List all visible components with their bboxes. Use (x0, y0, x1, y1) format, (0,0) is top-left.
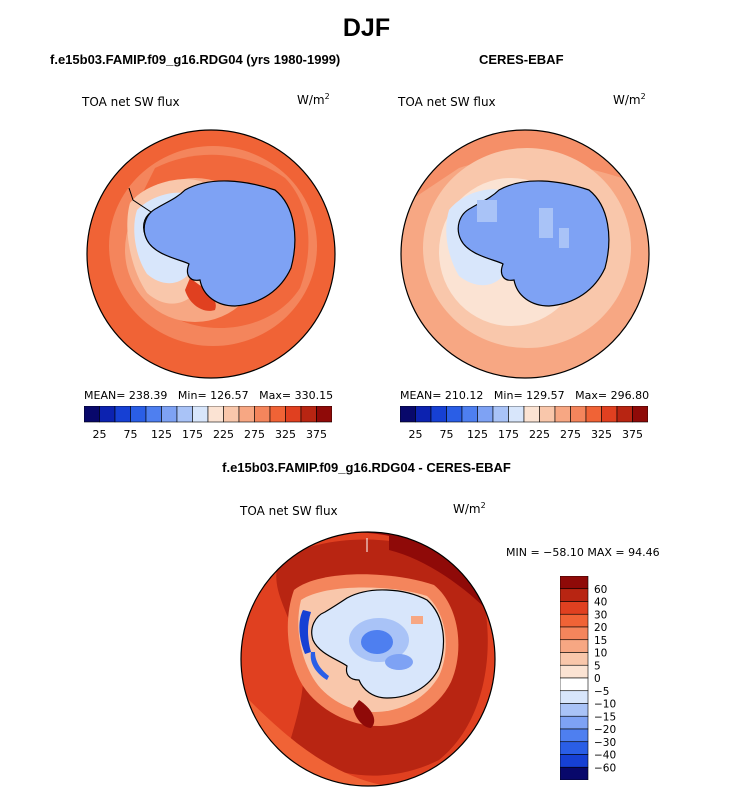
colorbar-tick-label: −5 (594, 686, 609, 698)
colorbar-swatch (560, 601, 589, 615)
colorbar-swatch (269, 406, 286, 423)
panel-3-variable: TOA net SW flux (240, 504, 338, 518)
colorbar-swatch (254, 406, 271, 423)
colorbar-swatch (400, 406, 416, 423)
colorbar-swatch (316, 406, 332, 423)
colorbar-swatch (585, 406, 602, 423)
colorbar-swatch (192, 406, 209, 423)
colorbar-swatch (560, 664, 589, 679)
colorbar-swatch (560, 728, 589, 743)
panel-1-stats: MEAN= 238.39 Min= 126.57 Max= 330.15 (84, 389, 334, 402)
colorbar-swatch (601, 406, 618, 423)
colorbar-swatch (554, 406, 571, 423)
colorbar-tick-label: 60 (594, 584, 607, 596)
colorbar-tick-label: 20 (594, 622, 607, 634)
colorbar-swatch (492, 406, 509, 423)
colorbar-tick-label: −30 (594, 737, 616, 749)
colorbar-tick-label: 5 (594, 660, 601, 672)
colorbar-tick-label: 375 (622, 428, 643, 441)
colorbar-swatch (161, 406, 178, 423)
colorbar-swatch (477, 406, 494, 423)
colorbar-swatch (223, 406, 240, 423)
colorbar-tick-label: 15 (594, 635, 607, 647)
colorbar-tick-label: 275 (560, 428, 581, 441)
panel-3-minmax: MIN = −58.10 MAX = 94.46 (506, 546, 660, 559)
colorbar-swatch (114, 406, 131, 423)
colorbar-tick-label: 10 (594, 648, 607, 660)
colorbar-tick-label: −10 (594, 699, 616, 711)
colorbar-tick-label: −40 (594, 750, 616, 762)
colorbar-tick-label: −15 (594, 711, 616, 723)
colorbar-swatch (560, 626, 589, 641)
colorbar-swatch (285, 406, 302, 423)
colorbar-swatch (176, 406, 193, 423)
colorbar-swatch (446, 406, 463, 423)
colorbar-swatch (415, 406, 432, 423)
panel-2-header: CERES-EBAF (479, 52, 564, 67)
colorbar-swatch (300, 406, 317, 423)
colorbar-swatch (84, 406, 100, 423)
colorbar-tick-label: −20 (594, 724, 616, 736)
colorbar-swatch (461, 406, 478, 423)
colorbar-swatch (99, 406, 116, 423)
colorbar-swatch (560, 576, 589, 590)
colorbar-tick-label: 25 (93, 428, 107, 441)
colorbar-swatch (570, 406, 587, 423)
colorbar-swatch (523, 406, 540, 423)
panel-3-header: f.e15b03.FAMIP.f09_g16.RDG04 - CERES-EBA… (222, 460, 511, 475)
colorbar-tick-label: 225 (213, 428, 234, 441)
page-title: DJF (342, 14, 391, 42)
colorbar-tick-label: 75 (440, 428, 454, 441)
colorbar-swatch (560, 652, 589, 666)
colorbar-tick-label: 275 (244, 428, 265, 441)
colorbar-swatch (560, 639, 589, 653)
panel-2-colorbar: 25 75 125 175 225 275 325 375 (400, 406, 648, 441)
colorbar-tick-label: 25 (409, 428, 423, 441)
colorbar-swatch (508, 406, 525, 423)
colorbar-tick-label: 225 (529, 428, 550, 441)
colorbar-tick-label: 40 (594, 597, 607, 609)
colorbar-tick-label: 375 (306, 428, 327, 441)
panel-2-units: W/m2 (613, 92, 646, 107)
panel-1-header: f.e15b03.FAMIP.f09_g16.RDG04 (yrs 1980-1… (50, 52, 341, 67)
colorbar-swatch (560, 613, 589, 628)
colorbar-swatch (560, 766, 589, 780)
colorbar-tick-label: −60 (594, 762, 616, 774)
colorbar-swatch (539, 406, 556, 423)
colorbar-swatch (560, 703, 589, 717)
colorbar-tick-label: 175 (498, 428, 519, 441)
colorbar-swatch (145, 406, 162, 423)
colorbar-swatch (207, 406, 224, 423)
panel-1-antarctica-coast (143, 180, 296, 307)
panel-2-variable: TOA net SW flux (398, 95, 496, 109)
colorbar-tick-label: 30 (594, 609, 607, 621)
colorbar-swatch (616, 406, 633, 423)
colorbar-tick-label: 125 (467, 428, 488, 441)
panel-1-colorbar: 25 75 125 175 225 275 325 375 (84, 406, 332, 441)
panel-3-units: W/m2 (453, 501, 486, 516)
colorbar-swatch (560, 690, 589, 704)
colorbar-swatch (632, 406, 648, 423)
colorbar-tick-label: 75 (124, 428, 138, 441)
colorbar-swatch (560, 741, 589, 755)
colorbar-tick-label: 175 (182, 428, 203, 441)
panel-3-polar-map (240, 531, 496, 787)
colorbar-tick-label: 125 (151, 428, 172, 441)
panel-1-variable: TOA net SW flux (82, 95, 180, 109)
colorbar-swatch (560, 754, 589, 768)
panel-1-polar-map (86, 129, 336, 379)
panel-2-stats: MEAN= 210.12 Min= 129.57 Max= 296.80 (400, 389, 650, 402)
colorbar-swatch (560, 677, 589, 692)
colorbar-swatch (560, 588, 589, 602)
panel-1-units: W/m2 (297, 92, 330, 107)
colorbar-tick-label: 325 (275, 428, 296, 441)
colorbar-tick-label: 325 (591, 428, 612, 441)
colorbar-swatch (238, 406, 255, 423)
colorbar-swatch (130, 406, 147, 423)
colorbar-swatch (560, 715, 589, 730)
colorbar-tick-label: 0 (594, 673, 601, 685)
panel-2-polar-map (400, 129, 650, 379)
colorbar-swatch (430, 406, 447, 423)
